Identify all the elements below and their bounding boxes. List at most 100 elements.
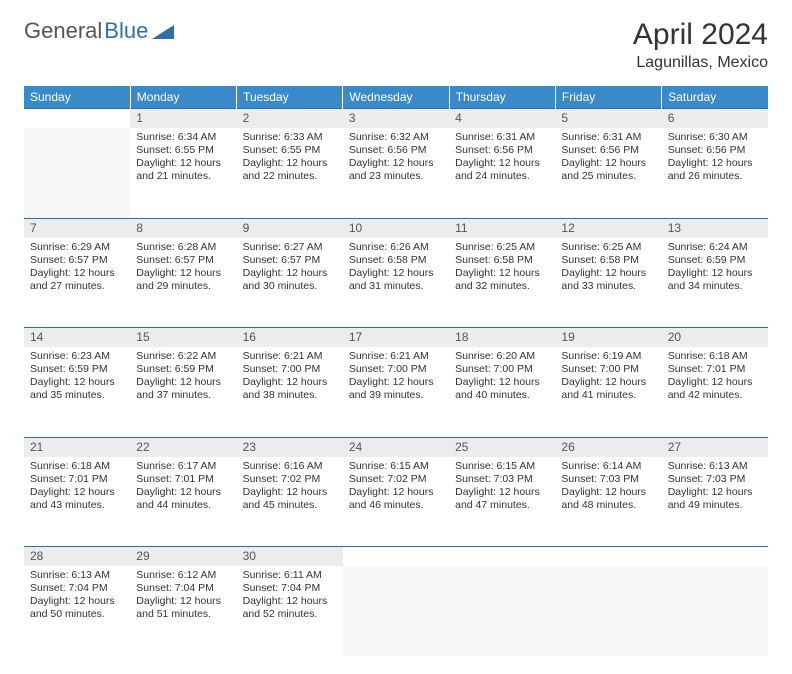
- sunrise-text: Sunrise: 6:16 AM: [243, 460, 337, 473]
- day-content-cell: Sunrise: 6:34 AMSunset: 6:55 PMDaylight:…: [130, 128, 236, 218]
- daylight-text: and 27 minutes.: [30, 280, 124, 293]
- day-number: 3: [349, 111, 356, 125]
- sunset-text: Sunset: 7:01 PM: [668, 363, 762, 376]
- day-number-cell: [662, 547, 768, 567]
- daylight-text: Daylight: 12 hours: [349, 486, 443, 499]
- daylight-text: and 24 minutes.: [455, 170, 549, 183]
- sunrise-text: Sunrise: 6:25 AM: [561, 241, 655, 254]
- daylight-text: and 23 minutes.: [349, 170, 443, 183]
- week-number-row: 123456: [24, 109, 768, 129]
- header: GeneralBlue April 2024 Lagunillas, Mexic…: [24, 18, 768, 72]
- day-number: 30: [243, 549, 256, 563]
- day-header: Sunday: [24, 86, 130, 109]
- day-content-cell: Sunrise: 6:11 AMSunset: 7:04 PMDaylight:…: [237, 566, 343, 656]
- day-content-cell: Sunrise: 6:31 AMSunset: 6:56 PMDaylight:…: [555, 128, 661, 218]
- day-number-cell: 17: [343, 328, 449, 348]
- daylight-text: and 42 minutes.: [668, 389, 762, 402]
- day-number-cell: [343, 547, 449, 567]
- day-number: 20: [668, 330, 681, 344]
- day-number-cell: 30: [237, 547, 343, 567]
- calendar-table: Sunday Monday Tuesday Wednesday Thursday…: [24, 86, 768, 656]
- sunrise-text: Sunrise: 6:33 AM: [243, 131, 337, 144]
- sunrise-text: Sunrise: 6:26 AM: [349, 241, 443, 254]
- daylight-text: Daylight: 12 hours: [455, 486, 549, 499]
- daylight-text: Daylight: 12 hours: [30, 486, 124, 499]
- day-content-cell: Sunrise: 6:13 AMSunset: 7:04 PMDaylight:…: [24, 566, 130, 656]
- sunrise-text: Sunrise: 6:19 AM: [561, 350, 655, 363]
- day-number-cell: 28: [24, 547, 130, 567]
- day-header-row: Sunday Monday Tuesday Wednesday Thursday…: [24, 86, 768, 109]
- daylight-text: Daylight: 12 hours: [30, 267, 124, 280]
- sunset-text: Sunset: 6:59 PM: [30, 363, 124, 376]
- daylight-text: Daylight: 12 hours: [561, 267, 655, 280]
- week-number-row: 14151617181920: [24, 328, 768, 348]
- sunset-text: Sunset: 6:55 PM: [136, 144, 230, 157]
- sunrise-text: Sunrise: 6:20 AM: [455, 350, 549, 363]
- day-number: 8: [136, 221, 143, 235]
- day-content-cell: Sunrise: 6:33 AMSunset: 6:55 PMDaylight:…: [237, 128, 343, 218]
- daylight-text: Daylight: 12 hours: [561, 376, 655, 389]
- week-content-row: Sunrise: 6:29 AMSunset: 6:57 PMDaylight:…: [24, 238, 768, 328]
- day-number-cell: 4: [449, 109, 555, 129]
- day-content-cell: Sunrise: 6:32 AMSunset: 6:56 PMDaylight:…: [343, 128, 449, 218]
- logo-text-2: Blue: [104, 18, 148, 44]
- day-number-cell: 24: [343, 437, 449, 457]
- daylight-text: and 29 minutes.: [136, 280, 230, 293]
- day-content-cell: Sunrise: 6:25 AMSunset: 6:58 PMDaylight:…: [449, 238, 555, 328]
- day-number: 2: [243, 111, 250, 125]
- daylight-text: Daylight: 12 hours: [136, 267, 230, 280]
- sunset-text: Sunset: 6:57 PM: [30, 254, 124, 267]
- day-content-cell: [449, 566, 555, 656]
- day-number-cell: [24, 109, 130, 129]
- daylight-text: Daylight: 12 hours: [243, 376, 337, 389]
- daylight-text: and 47 minutes.: [455, 499, 549, 512]
- month-title: April 2024: [633, 18, 768, 52]
- daylight-text: and 39 minutes.: [349, 389, 443, 402]
- day-number-cell: 18: [449, 328, 555, 348]
- daylight-text: and 51 minutes.: [136, 608, 230, 621]
- day-number-cell: 14: [24, 328, 130, 348]
- sunrise-text: Sunrise: 6:29 AM: [30, 241, 124, 254]
- sunset-text: Sunset: 6:55 PM: [243, 144, 337, 157]
- day-content-cell: Sunrise: 6:21 AMSunset: 7:00 PMDaylight:…: [343, 347, 449, 437]
- daylight-text: and 38 minutes.: [243, 389, 337, 402]
- sunset-text: Sunset: 7:00 PM: [243, 363, 337, 376]
- week-content-row: Sunrise: 6:18 AMSunset: 7:01 PMDaylight:…: [24, 457, 768, 547]
- sunrise-text: Sunrise: 6:17 AM: [136, 460, 230, 473]
- sunrise-text: Sunrise: 6:18 AM: [30, 460, 124, 473]
- day-header: Tuesday: [237, 86, 343, 109]
- day-number: 13: [668, 221, 681, 235]
- daylight-text: Daylight: 12 hours: [136, 157, 230, 170]
- daylight-text: and 34 minutes.: [668, 280, 762, 293]
- daylight-text: and 41 minutes.: [561, 389, 655, 402]
- day-number: 28: [30, 549, 43, 563]
- sunset-text: Sunset: 6:56 PM: [349, 144, 443, 157]
- sunset-text: Sunset: 7:00 PM: [455, 363, 549, 376]
- day-number-cell: 12: [555, 218, 661, 238]
- sunrise-text: Sunrise: 6:11 AM: [243, 569, 337, 582]
- daylight-text: and 50 minutes.: [30, 608, 124, 621]
- day-content-cell: [343, 566, 449, 656]
- day-number: 16: [243, 330, 256, 344]
- week-number-row: 78910111213: [24, 218, 768, 238]
- daylight-text: Daylight: 12 hours: [136, 376, 230, 389]
- sunrise-text: Sunrise: 6:27 AM: [243, 241, 337, 254]
- day-number: 21: [30, 440, 43, 454]
- daylight-text: Daylight: 12 hours: [561, 486, 655, 499]
- daylight-text: Daylight: 12 hours: [668, 376, 762, 389]
- day-number-cell: 27: [662, 437, 768, 457]
- day-number-cell: 5: [555, 109, 661, 129]
- day-number: 10: [349, 221, 362, 235]
- sunrise-text: Sunrise: 6:12 AM: [136, 569, 230, 582]
- sunrise-text: Sunrise: 6:18 AM: [668, 350, 762, 363]
- daylight-text: Daylight: 12 hours: [455, 157, 549, 170]
- day-number: 12: [561, 221, 574, 235]
- sunrise-text: Sunrise: 6:31 AM: [455, 131, 549, 144]
- day-content-cell: Sunrise: 6:26 AMSunset: 6:58 PMDaylight:…: [343, 238, 449, 328]
- location-label: Lagunillas, Mexico: [633, 54, 768, 72]
- day-content-cell: Sunrise: 6:23 AMSunset: 6:59 PMDaylight:…: [24, 347, 130, 437]
- daylight-text: and 48 minutes.: [561, 499, 655, 512]
- day-number-cell: 15: [130, 328, 236, 348]
- daylight-text: Daylight: 12 hours: [561, 157, 655, 170]
- sunset-text: Sunset: 6:57 PM: [136, 254, 230, 267]
